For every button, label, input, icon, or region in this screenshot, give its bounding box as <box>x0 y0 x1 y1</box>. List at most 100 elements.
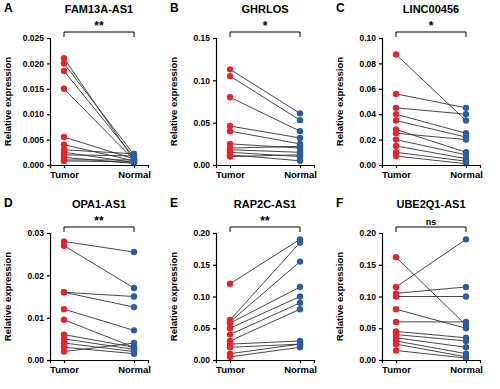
x-axis-line <box>217 361 315 364</box>
y-tick-mark <box>47 360 50 361</box>
y-tick-mark <box>213 360 216 361</box>
y-tick: 0.00 <box>193 355 216 365</box>
x-axis-line <box>217 166 315 169</box>
point <box>297 135 303 141</box>
pair-line <box>396 94 466 108</box>
pair-line <box>64 155 134 156</box>
point <box>393 293 399 299</box>
y-tick-label: 0.10 <box>193 292 210 302</box>
x-tick-mark <box>300 165 301 168</box>
point <box>393 117 399 123</box>
point <box>61 134 67 140</box>
y-tick-label: 0.005 <box>23 135 45 145</box>
pair-line <box>396 331 466 337</box>
y-tick-label: 0.015 <box>23 84 45 94</box>
y-tick-mark <box>213 123 216 124</box>
pair-line <box>230 347 300 357</box>
y-tick-mark <box>379 89 382 90</box>
pair-line <box>396 114 466 133</box>
point <box>131 159 137 165</box>
y-tick-mark <box>47 63 50 64</box>
y-tick-mark <box>47 89 50 90</box>
significance: ** <box>94 214 104 228</box>
significance: ** <box>94 19 104 33</box>
significance: * <box>263 19 268 33</box>
pair-line <box>64 157 134 163</box>
pair-line <box>64 63 134 154</box>
y-tick-label: 0.00 <box>193 160 210 170</box>
y-axis-line <box>379 39 383 166</box>
point <box>393 130 399 136</box>
point <box>227 66 233 72</box>
point <box>131 350 137 356</box>
point <box>227 73 233 79</box>
x-tick: Normal <box>118 360 151 375</box>
y-tick-label: 0.05 <box>359 323 376 333</box>
pair-line <box>64 71 134 157</box>
point <box>131 293 137 299</box>
pair-line <box>230 69 300 113</box>
x-tick: Tumor <box>50 165 79 180</box>
point <box>463 293 469 299</box>
panel-letter: E <box>170 196 178 210</box>
point <box>393 254 399 260</box>
panel-letter: D <box>4 196 13 210</box>
point <box>297 110 303 116</box>
y-tick: 0.05 <box>193 323 216 333</box>
point <box>131 285 137 291</box>
pair-line <box>396 296 466 297</box>
point <box>463 319 469 325</box>
pair-line <box>64 150 134 154</box>
point <box>297 284 303 290</box>
point <box>131 304 137 310</box>
point <box>131 327 137 333</box>
panel-letter: B <box>170 1 179 15</box>
point <box>463 111 469 117</box>
y-tick: 0.05 <box>359 323 382 333</box>
y-tick: 0.10 <box>359 292 382 302</box>
y-tick-label: 0.01 <box>27 313 44 323</box>
y-tick: 0.15 <box>193 33 216 43</box>
x-tick-mark <box>396 165 397 168</box>
point <box>131 340 137 346</box>
pair-line <box>396 55 466 121</box>
point <box>297 152 303 158</box>
point <box>393 136 399 142</box>
pair-line <box>396 350 466 358</box>
y-tick-mark <box>47 38 50 39</box>
figure: AFAM13A-AS1Relative expression0.0000.005… <box>0 0 500 389</box>
y-tick-mark <box>213 165 216 166</box>
y-tick-mark <box>379 328 382 329</box>
y-tick-label: 0.10 <box>193 76 210 86</box>
point <box>297 143 303 149</box>
y-tick: 0.01 <box>27 313 50 323</box>
marks <box>61 55 137 165</box>
marks <box>61 238 137 357</box>
x-axis: Tumor Normal <box>216 165 317 180</box>
point <box>393 319 399 325</box>
pair-line <box>64 320 134 348</box>
pair-line <box>64 152 134 162</box>
pair-line <box>396 129 466 152</box>
point <box>463 105 469 111</box>
y-tick-label: 0.00 <box>27 355 44 365</box>
point <box>297 117 303 123</box>
point <box>463 161 469 165</box>
x-tick-label: Tumor <box>216 169 245 180</box>
y-tick-mark <box>213 265 216 266</box>
x-tick-mark <box>466 165 467 168</box>
x-tick-mark <box>230 360 231 363</box>
point <box>297 344 303 350</box>
x-tick-mark <box>134 165 135 168</box>
pair-line <box>396 108 466 114</box>
pair-line <box>64 246 134 288</box>
x-tick: Normal <box>284 165 317 180</box>
point <box>297 128 303 134</box>
y-axis: 0.000.010.020.03 <box>27 228 50 365</box>
pair-line <box>230 150 300 153</box>
y-axis: 0.000.050.100.150.20 <box>359 228 382 365</box>
pair-line <box>396 309 466 328</box>
y-axis-line <box>47 234 51 361</box>
y-tick-label: 0.02 <box>359 135 376 145</box>
title: RAP2C-AS1 <box>234 198 296 210</box>
